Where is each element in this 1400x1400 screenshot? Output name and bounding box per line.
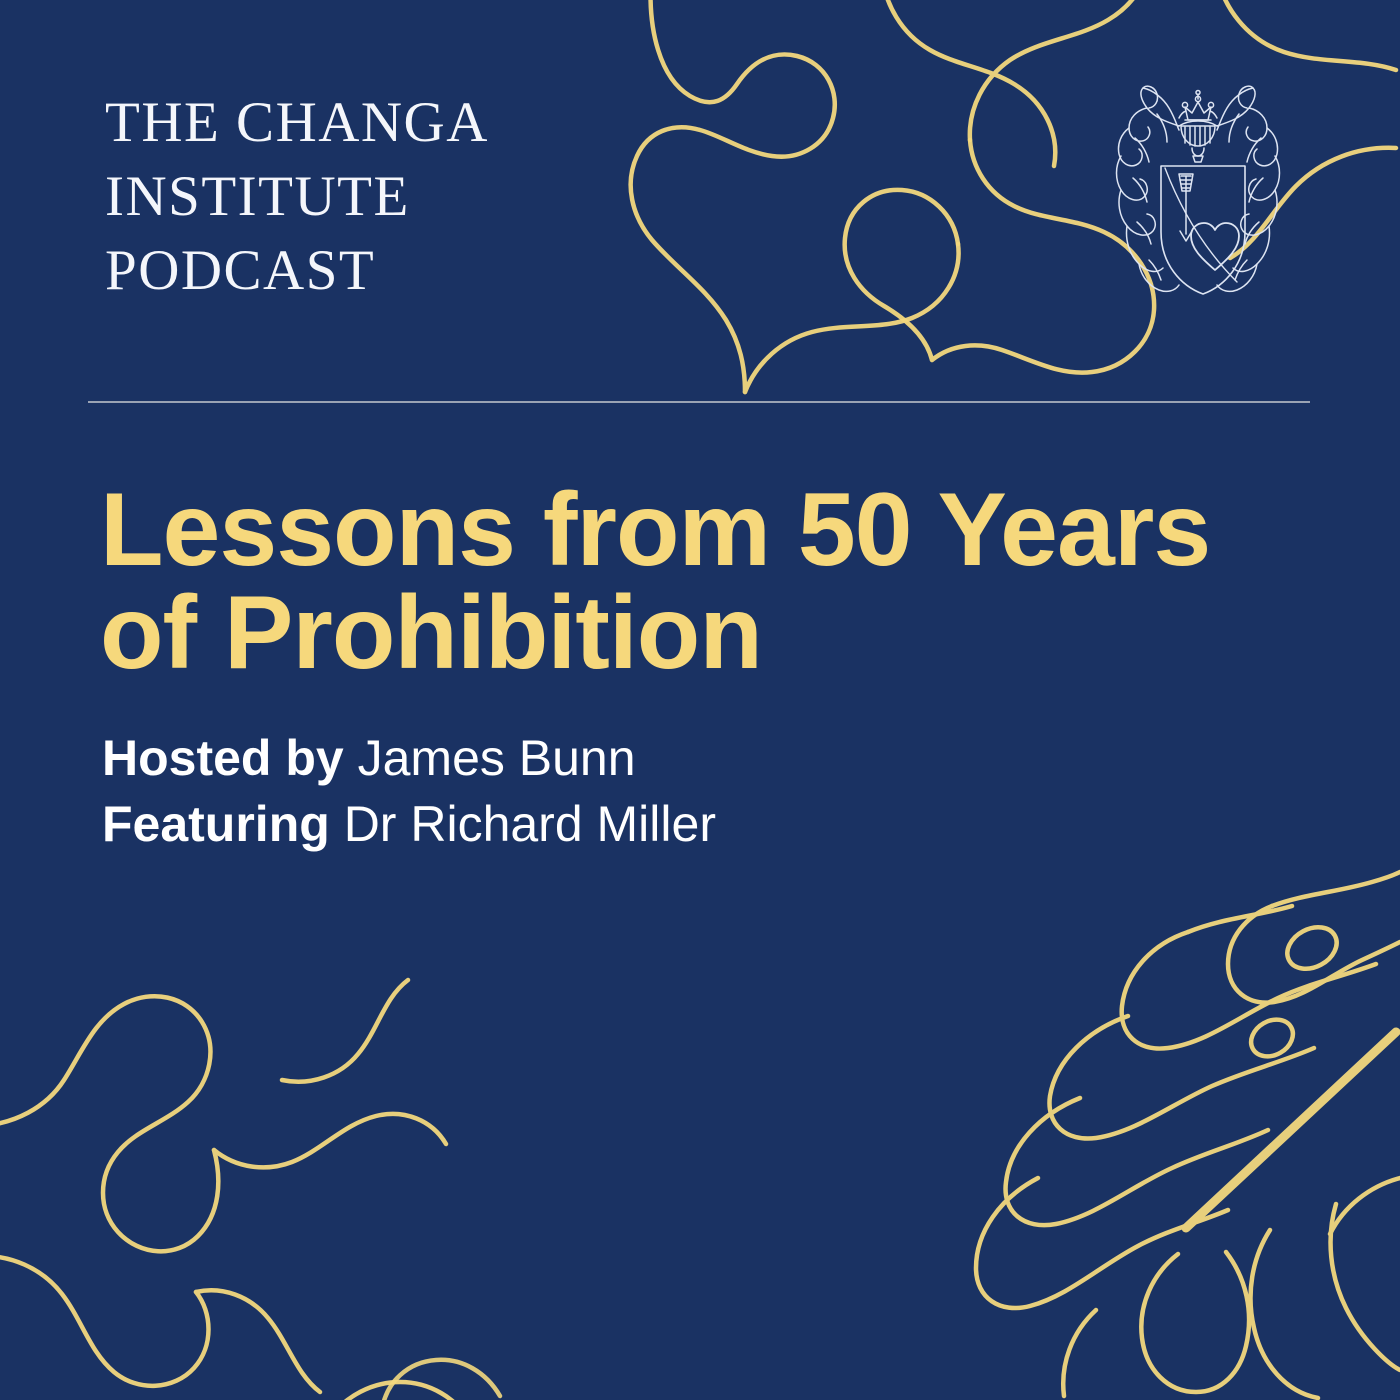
brand-line-1: THE CHANGA [105, 91, 489, 154]
episode-title: Lessons from 50 Years of Prohibition [100, 472, 1350, 691]
credit-guest: Featuring Dr Richard Miller [102, 791, 1002, 857]
divider-rule [88, 401, 1310, 403]
brand-wordmark: THE CHANGA INSTITUTE PODCAST [105, 86, 805, 308]
heart-icon [1190, 222, 1240, 271]
crown-icon [1178, 89, 1218, 121]
monstera-leaf-icon-bottom-centre [382, 1357, 503, 1400]
helm-icon [1178, 120, 1218, 163]
credit-host-label: Hosted by [102, 730, 344, 786]
credit-host: Hosted by James Bunn [102, 725, 1002, 791]
arrow-icon [1178, 173, 1194, 242]
monstera-leaf-icon-top-centre [842, 137, 1157, 375]
brand-line-3: PODCAST [105, 239, 376, 302]
credit-guest-value: Dr Richard Miller [343, 796, 716, 852]
monstera-leaf-icon-bottom-right [973, 869, 1400, 1400]
mantling-left [1115, 85, 1180, 293]
shield-icon [1160, 165, 1246, 295]
episode-title-line-2: of Prohibition [100, 575, 763, 691]
credit-host-value: James Bunn [357, 730, 636, 786]
episode-title-line-1: Lessons from 50 Years [100, 472, 1211, 588]
episode-credits: Hosted by James Bunn Featuring Dr Richar… [102, 725, 1002, 857]
brand-line-2: INSTITUTE [105, 165, 410, 228]
mantling-right [1216, 85, 1281, 293]
credit-guest-label: Featuring [102, 796, 330, 852]
monstera-leaf-icon-bottom-left [0, 977, 455, 1400]
heraldic-crest-icon [1109, 74, 1305, 314]
